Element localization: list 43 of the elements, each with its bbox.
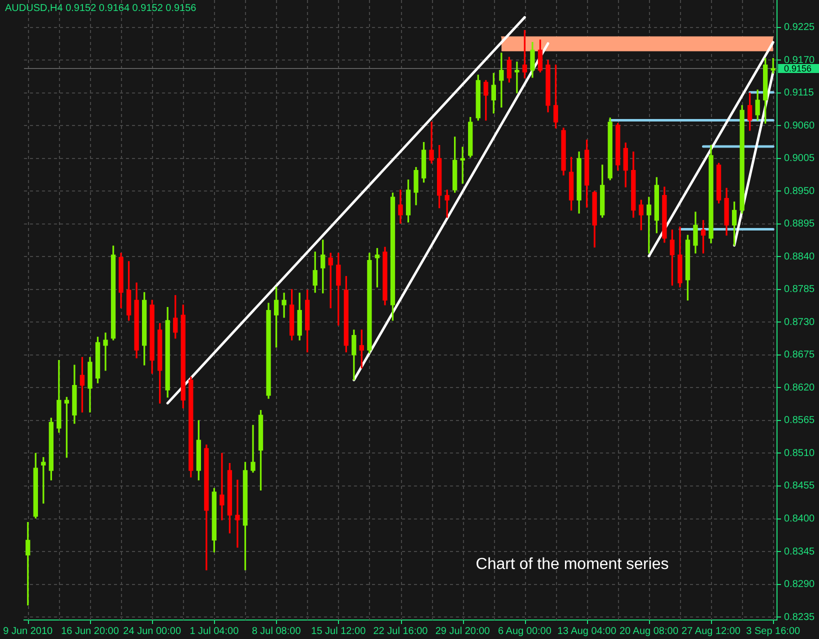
y-tick-label: 0.8565	[784, 415, 816, 426]
x-tick-label: 16 Jun 20:00	[61, 626, 120, 637]
x-tick-label: 13 Aug 04:00	[557, 626, 617, 637]
x-tick-label: 8 Jul 08:00	[252, 626, 302, 637]
y-tick-label: 0.9115	[784, 88, 814, 99]
y-tick-label: 0.8235	[784, 612, 816, 623]
candlestick	[514, 62, 520, 94]
y-tick-label: 0.8840	[784, 251, 816, 262]
candlestick	[250, 424, 256, 473]
x-tick-label: 29 Jul 20:00	[435, 626, 490, 637]
candlestick	[103, 332, 108, 371]
x-tick-label: 27 Aug 12:00	[682, 626, 741, 637]
candlestick	[282, 292, 286, 318]
y-tick-label: 0.8785	[784, 284, 816, 296]
candlestick	[235, 480, 240, 548]
x-tick-label: 20 Aug 08:00	[619, 626, 679, 637]
y-tick-label: 0.9005	[784, 153, 816, 164]
x-tick-label: 6 Aug 00:00	[498, 626, 552, 637]
y-tick-label: 0.8730	[784, 316, 816, 328]
y-tick-label: 0.8345	[784, 546, 816, 558]
x-tick-label: 24 Jun 00:00	[123, 626, 182, 637]
annotation: Chart of the moment series	[476, 556, 669, 574]
ref-line-label: 0.9156	[784, 63, 812, 74]
y-tick-label: 0.8620	[784, 382, 816, 394]
candlestick	[444, 190, 450, 218]
y-tick-label: 0.8290	[784, 579, 816, 590]
y-tick-label: 0.8510	[784, 448, 816, 459]
y-tick-label: 0.8455	[784, 480, 816, 492]
y-tick-label: 0.8950	[784, 186, 816, 197]
y-tick-label: 0.9225	[784, 22, 816, 34]
x-tick-label: 22 Jul 16:00	[373, 626, 428, 637]
candlestick	[429, 122, 434, 164]
y-tick-label: 0.8400	[784, 514, 816, 524]
y-tick-label: 0.9170	[784, 54, 816, 66]
x-tick-label: 1 Jul 04:00	[190, 626, 240, 637]
x-tick-label: 9 Jun 2010	[3, 626, 54, 637]
candlestick	[220, 452, 224, 520]
x-tick-label: 3 Sep 16:00	[746, 626, 801, 637]
y-tick-label: 0.8675	[784, 350, 816, 361]
x-tick-label: 15 Jul 12:00	[311, 626, 366, 637]
y-tick-label: 0.8895	[784, 218, 816, 230]
chart-title: AUDUSD,H4 0.9152 0.9164 0.9152 0.9156	[5, 2, 197, 14]
y-tick-label: 0.9060	[784, 120, 816, 132]
